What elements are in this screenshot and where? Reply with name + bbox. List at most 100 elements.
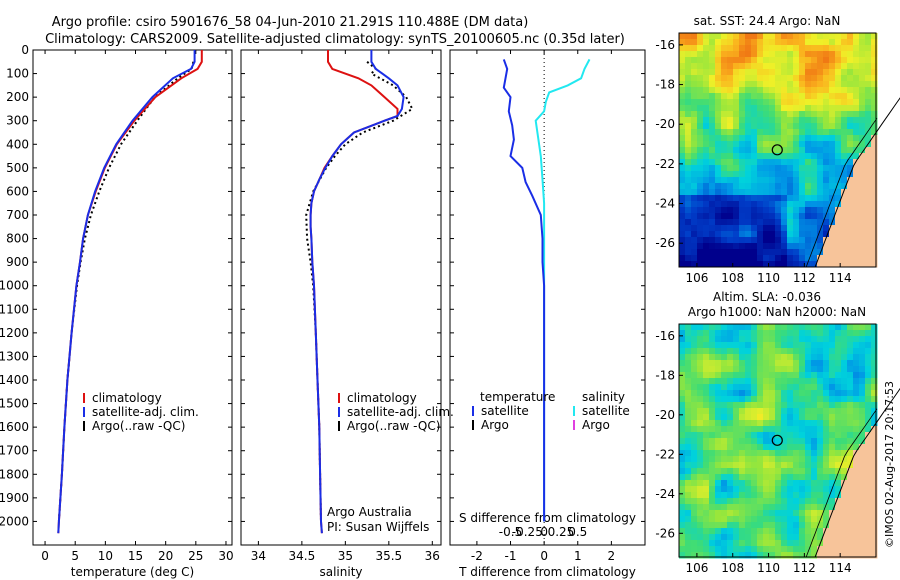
y-tick-label: -20 (655, 117, 675, 131)
x-tick-label: 15 (128, 549, 143, 563)
y-tick-label: 600 (6, 184, 29, 198)
salinity-diff-tick-label: -0.5 (499, 525, 522, 539)
x-tick-label: 112 (793, 271, 816, 285)
y-tick-label: 800 (6, 232, 29, 246)
salinity-diff-tick-label: 0.5 (568, 525, 587, 539)
temperature-profile-panel: 0 5 10 15 20 25 300100200300400500600700800900… (0, 43, 234, 579)
legend-label: satellite (481, 404, 529, 418)
y-tick-label: 200 (6, 90, 29, 104)
y-tick-label: -18 (655, 368, 675, 382)
x-tick-label: 106 (685, 561, 708, 575)
legend-heading-salinity: salinity (582, 390, 625, 404)
y-tick-label: 1900 (0, 491, 29, 505)
y-tick-label: -22 (655, 157, 675, 171)
difference-profile-panel: -2 -1 0 1 2 T difference from climatology -0.5… (449, 49, 646, 579)
y-tick-label: -16 (655, 38, 675, 52)
x-tick-label: 114 (829, 271, 852, 285)
x-tick-label: 34 (251, 549, 266, 563)
x-tick-label: 20 (158, 549, 173, 563)
x-tick-label: -2 (471, 549, 483, 563)
y-tick-label: -20 (655, 408, 675, 422)
x-tick-label: 35.5 (375, 549, 402, 563)
coastline (814, 97, 900, 268)
y-tick-label: 700 (6, 208, 29, 222)
x-tick-label: 35 (338, 549, 353, 563)
y-tick-label: 400 (6, 137, 29, 151)
figure-title-line1: Argo profile: csiro 5901676_58 04-Jun-20… (52, 15, 529, 30)
legend-label: satellite-adj. clim. (92, 405, 199, 419)
map-field (679, 33, 878, 268)
y-tick-label: -24 (655, 197, 675, 211)
y-tick-label: -18 (655, 78, 675, 92)
legend-label: Argo (481, 418, 509, 432)
x-tick-label: 10 (98, 549, 113, 563)
y-tick-label: 300 (6, 114, 29, 128)
map-field (679, 324, 878, 559)
isobath (805, 118, 878, 268)
salinity-diff-tick-label: -0.25 (512, 525, 543, 539)
x-tick-label: 110 (757, 561, 780, 575)
x-tick-label: 108 (721, 271, 744, 285)
y-tick-label: 1400 (0, 373, 29, 387)
y-tick-label: 1300 (0, 349, 29, 363)
y-tick-label: -26 (655, 236, 675, 250)
temperature-satellite-diff-line (502, 59, 546, 522)
x-tick-label: 30 (218, 549, 233, 563)
agency-label: Argo Australia (327, 505, 412, 519)
x-tick-label: 1 (574, 549, 582, 563)
isobath (805, 408, 878, 558)
y-tick-label: 1100 (0, 302, 29, 316)
salinity-diff-axis-label: S difference from climatology (459, 511, 636, 525)
x-tick-label: 5 (71, 549, 79, 563)
y-tick-label: -22 (655, 447, 675, 461)
map-frame (678, 323, 877, 558)
x-tick-label: 106 (685, 271, 708, 285)
y-tick-label: -26 (655, 526, 675, 540)
y-tick-label: 0 (21, 43, 29, 57)
legend-label: Argo(..raw -QC) (92, 419, 185, 433)
legend-label: climatology (92, 391, 162, 405)
x-tick-label: 108 (721, 561, 744, 575)
satellite-temperature-line (57, 50, 196, 534)
argo-location-marker (771, 144, 783, 156)
x-tick-label: 34.5 (289, 549, 316, 563)
legend-label: Argo(..raw -QC) (347, 419, 440, 433)
legend-label: satellite-adj. clim. (347, 405, 454, 419)
x-axis-label: salinity (319, 565, 362, 579)
map-frame (678, 32, 877, 268)
x-tick-label: 110 (757, 271, 780, 285)
sla-map-subtitle: Argo h1000: NaN h2000: NaN (688, 305, 866, 319)
x-axis-label: temperature (deg C) (71, 565, 194, 579)
legend-heading-temperature: temperature (480, 390, 555, 404)
y-tick-label: 2000 (0, 514, 29, 528)
climatology-temperature-line (57, 50, 203, 534)
x-tick-label: 2 (608, 549, 616, 563)
x-tick-label: 25 (188, 549, 203, 563)
x-tick-label: 0 (41, 549, 49, 563)
salinity-diff-tick-label: 0 (540, 525, 548, 539)
x-axis-label: T difference from climatology (458, 565, 636, 579)
pi-label: PI: Susan Wijffels (327, 520, 429, 534)
argo-location-marker (771, 434, 783, 446)
legend-label: Argo (582, 418, 610, 432)
y-tick-label: 1600 (0, 420, 29, 434)
sst-map-title: sat. SST: 24.4 Argo: NaN (694, 14, 841, 28)
plot-frame (240, 49, 442, 546)
legend-label: climatology (347, 391, 417, 405)
y-tick-label: 500 (6, 161, 29, 175)
coastline (814, 387, 900, 558)
y-tick-label: 1200 (0, 326, 29, 340)
x-tick-label: 114 (829, 561, 852, 575)
timestamp-label: ©IMOS 02-Aug-2017 20:17:53 (883, 381, 896, 548)
sst-map-panel: sat. SST: 24.4 Argo: NaN 106 108 110 112 114 -… (655, 14, 900, 285)
satellite-salinity-line (309, 50, 405, 534)
x-tick-label: 112 (793, 561, 816, 575)
figure-title-line2: Climatology: CARS2009. Satellite-adjuste… (45, 32, 625, 47)
salinity-diff-tick-label: 0.25 (548, 525, 575, 539)
plot-frame (449, 49, 646, 546)
x-tick-label: 36 (425, 549, 440, 563)
y-tick-label: 1800 (0, 467, 29, 481)
y-tick-label: -16 (655, 329, 675, 343)
